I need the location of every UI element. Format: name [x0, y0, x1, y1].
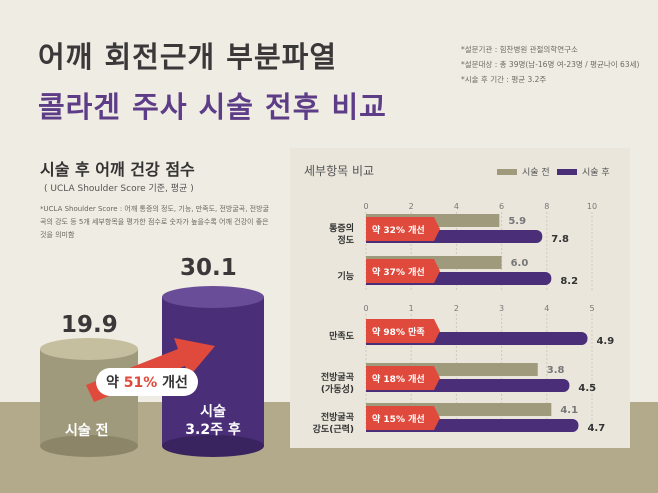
before-score: 19.9 — [61, 312, 118, 338]
category-label: (가동성) — [321, 383, 354, 395]
category-label: 전방굴곡 — [321, 411, 354, 423]
meta-line: *설문기관 : 힘찬병원 관절의학연구소 — [461, 45, 578, 54]
value-before: 4.1 — [560, 405, 578, 416]
badge-prefix: 약 — [106, 375, 124, 391]
tag-shape — [366, 217, 440, 241]
legend-before: 시술 전 — [522, 167, 550, 178]
category-label: 통증의 — [329, 222, 354, 234]
value-after: 4.9 — [596, 336, 614, 347]
improvement-tag: 약 32% 개선 — [372, 224, 425, 236]
tick-label: 2 — [454, 304, 459, 313]
detail-panel — [290, 148, 630, 448]
tick-label: 2 — [409, 202, 414, 211]
tag-shape — [366, 366, 440, 390]
before-label: 시술 전 — [65, 423, 109, 439]
legend: 시술 전 시술 후 — [497, 167, 610, 178]
category-label: 기능 — [337, 270, 354, 282]
tick-label: 0 — [363, 202, 368, 211]
page-subtitle: 콜라겐 주사 시술 전후 비교 — [38, 90, 387, 124]
improvement-tag: 약 98% 만족 — [372, 326, 425, 338]
category-label: 만족도 — [329, 330, 355, 342]
value-after: 4.7 — [587, 423, 605, 434]
tick-label: 1 — [409, 304, 414, 313]
page-title: 어깨 회전근개 부분파열 — [38, 40, 337, 74]
value-after: 7.8 — [551, 234, 569, 245]
badge-percent: 51% — [123, 375, 158, 391]
detail-panel-title: 세부항목 비교 — [304, 164, 375, 178]
tick-label: 10 — [587, 202, 597, 211]
meta-line: *설문대상 : 총 39명(남-16명 여-23명 / 평균나이 63세) — [461, 60, 640, 69]
value-before: 3.8 — [547, 365, 565, 376]
after-label-line1: 시술 — [200, 404, 226, 420]
value-after: 4.5 — [578, 383, 596, 394]
category-label: 전방굴곡 — [321, 371, 354, 383]
tick-label: 4 — [454, 202, 459, 211]
value-after: 8.2 — [560, 276, 578, 287]
value-before: 6.0 — [511, 258, 529, 269]
score-title: 시술 후 어깨 건강 점수 — [40, 160, 195, 179]
tick-label: 5 — [589, 304, 594, 313]
after-label: 시술 3.2주 후 — [178, 403, 248, 439]
improvement-tag: 약 15% 개선 — [372, 413, 425, 425]
survey-meta: *설문기관 : 힘찬병원 관절의학연구소 *설문대상 : 총 39명(남-16명… — [461, 42, 639, 87]
tick-label: 8 — [544, 202, 549, 211]
improvement-tag: 약 37% 개선 — [372, 266, 425, 278]
improvement-tag: 약 18% 개선 — [372, 373, 425, 385]
value-before: 5.9 — [508, 216, 526, 227]
after-score: 30.1 — [180, 255, 237, 281]
score-subtitle: ( UCLA Shoulder Score 기준, 평균 ) — [44, 184, 194, 194]
meta-line: *시술 후 기간 : 평균 3.2주 — [461, 75, 547, 84]
cylinder-before — [40, 338, 138, 457]
badge-suffix: 개선 — [157, 375, 188, 391]
legend-after: 시술 후 — [582, 167, 610, 178]
category-label: 강도(근력) — [313, 423, 354, 435]
score-note: *UCLA Shoulder Score : 어깨 통증의 정도, 기능, 만족… — [40, 205, 270, 239]
after-label-line2: 3.2주 후 — [185, 422, 241, 438]
tag-shape — [366, 259, 440, 283]
tick-label: 0 — [363, 304, 368, 313]
tick-label: 3 — [499, 304, 504, 313]
tick-label: 4 — [544, 304, 549, 313]
tag-shape — [366, 319, 440, 343]
tag-shape — [366, 406, 440, 430]
tick-label: 6 — [499, 202, 504, 211]
category-label: 정도 — [337, 234, 354, 246]
improvement-badge: 약 51% 개선 — [96, 368, 198, 396]
